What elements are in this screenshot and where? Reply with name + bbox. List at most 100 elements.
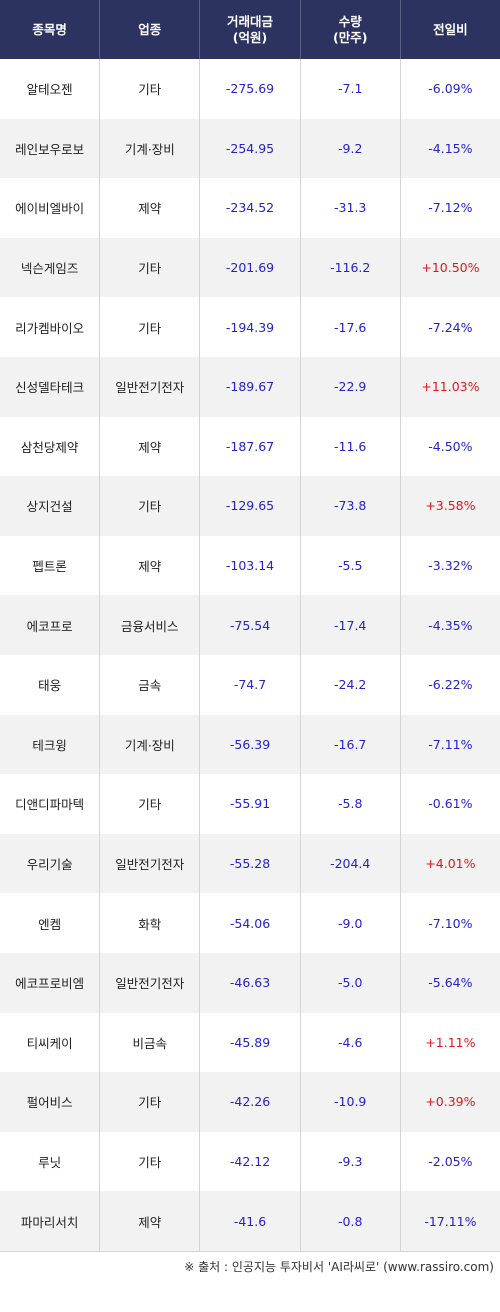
header-change: 전일비 — [433, 21, 468, 37]
table-row: 신성델타테크 일반전기전자 -189.67 -22.9 +11.03% — [0, 356, 500, 417]
cell-name: 루닛 — [0, 1131, 101, 1192]
cell-sector: 기타 — [100, 1131, 201, 1192]
cell-amount: -41.6 — [200, 1191, 301, 1251]
table-row: 태웅 금속 -74.7 -24.2 -6.22% — [0, 654, 500, 715]
cell-change: -2.05% — [428, 1153, 473, 1169]
cell-qty: -73.8 — [301, 476, 401, 536]
cell-sector: 금융서비스 — [100, 595, 201, 655]
cell-name: 삼천당제약 — [0, 416, 101, 477]
cell-change: -0.61% — [428, 796, 473, 812]
cell-change: -3.32% — [428, 558, 473, 574]
cell-amount: -75.54 — [200, 595, 301, 655]
cell-amount: -45.89 — [200, 1012, 301, 1073]
cell-qty: -31.3 — [301, 178, 401, 238]
cell-name: 테크윙 — [0, 714, 101, 775]
cell-name: 레인보우로보 — [0, 118, 101, 179]
cell-qty: -5.8 — [301, 774, 401, 834]
cell-sector: 일반전기전자 — [100, 356, 201, 417]
cell-sector: 일반전기전자 — [100, 952, 201, 1013]
cell-amount: -74.7 — [200, 654, 301, 715]
cell-change: -4.50% — [428, 438, 473, 454]
cell-name: 신성델타테크 — [0, 356, 101, 417]
cell-sector: 기계·장비 — [100, 118, 201, 179]
cell-name: 알테오젠 — [0, 59, 101, 119]
cell-name: 티씨케이 — [0, 1012, 101, 1073]
header-amount: 거래대금 (억원) — [200, 0, 301, 59]
cell-amount: -254.95 — [200, 118, 301, 179]
cell-name: 리가켐바이오 — [0, 297, 101, 357]
table-row: 넥슨게임즈 기타 -201.69 -116.2 +10.50% — [0, 237, 500, 298]
cell-change: -7.12% — [428, 200, 473, 216]
cell-name: 넥슨게임즈 — [0, 237, 101, 298]
cell-change: -7.24% — [428, 319, 473, 335]
table-row: 알테오젠 기타 -275.69 -7.1 -6.09% — [0, 59, 500, 119]
cell-name: 에이비엘바이 — [0, 178, 101, 238]
cell-name: 디앤디파마텍 — [0, 774, 101, 834]
cell-amount: -46.63 — [200, 952, 301, 1013]
cell-amount: -103.14 — [200, 535, 301, 596]
cell-amount: -42.26 — [200, 1072, 301, 1132]
cell-amount: -55.28 — [200, 833, 301, 894]
cell-sector: 제약 — [100, 535, 201, 596]
cell-amount: -42.12 — [200, 1131, 301, 1192]
cell-change: -5.64% — [428, 975, 473, 991]
cell-sector: 비금속 — [100, 1012, 201, 1073]
cell-sector: 제약 — [100, 1191, 201, 1251]
cell-change: +10.50% — [421, 260, 480, 276]
table-row: 우리기술 일반전기전자 -55.28 -204.4 +4.01% — [0, 833, 500, 894]
cell-change: +0.39% — [425, 1094, 476, 1110]
cell-sector: 기계·장비 — [100, 714, 201, 775]
cell-amount: -201.69 — [200, 237, 301, 298]
cell-qty: -0.8 — [301, 1191, 401, 1251]
cell-change: -4.35% — [428, 617, 473, 633]
table-row: 레인보우로보 기계·장비 -254.95 -9.2 -4.15% — [0, 118, 500, 179]
cell-qty: -116.2 — [301, 237, 401, 298]
cell-qty: -9.2 — [301, 118, 401, 179]
cell-change: +1.11% — [425, 1034, 476, 1050]
cell-sector: 기타 — [100, 774, 201, 834]
table-body: 알테오젠 기타 -275.69 -7.1 -6.09% 레인보우로보 기계·장비 -254.9… — [0, 59, 500, 1251]
cell-qty: -5.5 — [301, 535, 401, 596]
cell-name: 엔켐 — [0, 893, 101, 953]
stock-table: 종목명 업종 거래대금 (억원) 수량 (만주) 전일비 알테오젠 기타 -275.… — [0, 0, 500, 1251]
cell-amount: -187.67 — [200, 416, 301, 477]
cell-qty: -4.6 — [301, 1012, 401, 1073]
cell-qty: -22.9 — [301, 356, 401, 417]
cell-name: 상지건설 — [0, 476, 101, 536]
cell-name: 파마리서치 — [0, 1191, 101, 1251]
cell-sector: 기타 — [100, 476, 201, 536]
cell-qty: -10.9 — [301, 1072, 401, 1132]
table-row: 펩트론 제약 -103.14 -5.5 -3.32% — [0, 535, 500, 596]
cell-amount: -54.06 — [200, 893, 301, 953]
table-header: 종목명 업종 거래대금 (억원) 수량 (만주) 전일비 — [0, 0, 500, 59]
cell-amount: -129.65 — [200, 476, 301, 536]
table-row: 엔켐 화학 -54.06 -9.0 -7.10% — [0, 893, 500, 953]
cell-amount: -194.39 — [200, 297, 301, 357]
header-qty: 수량 (만주) — [301, 0, 401, 59]
cell-qty: -204.4 — [301, 833, 401, 894]
source-footer: ※ 출처 : 인공지능 투자비서 'AI라씨로' (www.rassiro.co… — [184, 1260, 494, 1274]
table-bottom-divider — [0, 1251, 500, 1252]
cell-qty: -11.6 — [301, 416, 401, 477]
cell-change: +11.03% — [421, 379, 480, 395]
cell-sector: 기타 — [100, 1072, 201, 1132]
cell-change: -4.15% — [428, 140, 473, 156]
cell-change: +4.01% — [425, 856, 476, 872]
cell-name: 펩트론 — [0, 535, 101, 596]
cell-sector: 기타 — [100, 59, 201, 119]
cell-sector: 기타 — [100, 237, 201, 298]
cell-change: -17.11% — [424, 1213, 477, 1229]
cell-qty: -5.0 — [301, 952, 401, 1013]
table-row: 에이비엘바이 제약 -234.52 -31.3 -7.12% — [0, 178, 500, 238]
table-row: 삼천당제약 제약 -187.67 -11.6 -4.50% — [0, 416, 500, 477]
table-row: 파마리서치 제약 -41.6 -0.8 -17.11% — [0, 1191, 500, 1251]
cell-sector: 화학 — [100, 893, 201, 953]
cell-name: 우리기술 — [0, 833, 101, 894]
cell-qty: -9.3 — [301, 1131, 401, 1192]
header-name: 종목명 — [0, 0, 101, 59]
cell-change: -7.11% — [428, 736, 473, 752]
cell-name: 태웅 — [0, 654, 101, 715]
table-row: 에코프로비엠 일반전기전자 -46.63 -5.0 -5.64% — [0, 952, 500, 1013]
cell-change: +3.58% — [425, 498, 476, 514]
cell-change: -6.09% — [428, 81, 473, 97]
